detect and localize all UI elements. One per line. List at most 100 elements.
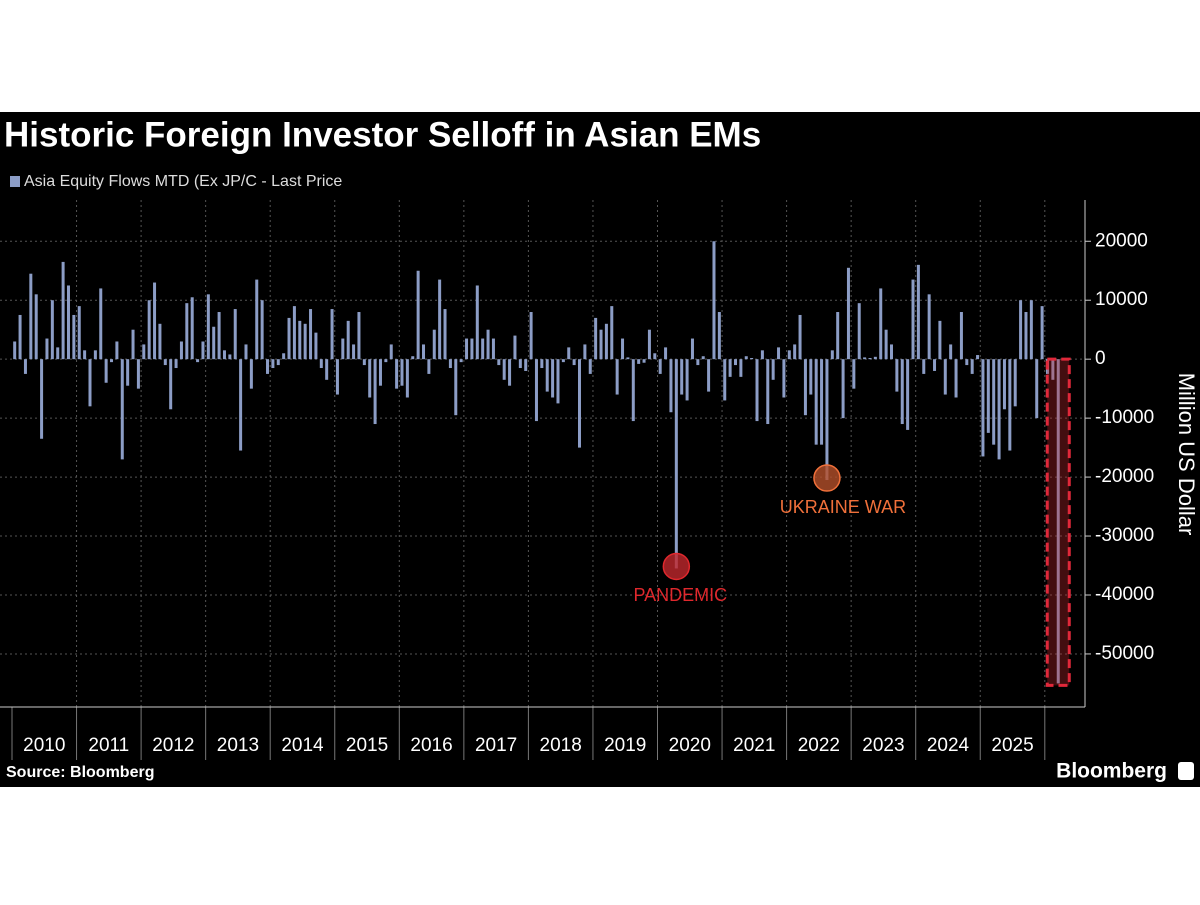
bar (906, 359, 910, 430)
bar (330, 309, 334, 360)
y-tick-label: -10000 (1095, 407, 1154, 428)
bar (766, 359, 770, 425)
bar (190, 297, 194, 360)
panel (0, 112, 1200, 787)
bar (647, 329, 651, 360)
bar (540, 359, 544, 369)
x-tick-label: 2010 (23, 735, 65, 756)
bar (201, 341, 205, 360)
bar (335, 359, 339, 395)
bar (583, 344, 587, 360)
bar (798, 314, 802, 360)
bar (179, 341, 183, 360)
bar (524, 359, 528, 371)
bar (696, 359, 700, 366)
y-tick-label: -50000 (1095, 643, 1154, 664)
bar (938, 320, 942, 360)
bar (933, 359, 937, 371)
bar (674, 359, 678, 569)
bar (23, 359, 27, 374)
bar (276, 359, 280, 366)
bar (868, 357, 872, 360)
bar (976, 355, 980, 360)
x-tick-label: 2017 (475, 735, 517, 756)
bar (712, 241, 716, 360)
bar (405, 359, 409, 398)
bar (368, 359, 372, 398)
bar (185, 303, 189, 360)
bar (626, 357, 630, 360)
bar (136, 359, 140, 389)
bar (895, 359, 899, 392)
bar (427, 359, 431, 374)
bar (911, 279, 915, 360)
bar (497, 359, 501, 366)
bar (292, 306, 296, 360)
bar (13, 341, 17, 360)
bar (664, 347, 668, 360)
bar (949, 344, 953, 360)
bar (970, 359, 974, 374)
bar (309, 309, 313, 360)
bar (448, 359, 452, 369)
bar (491, 338, 495, 360)
bar (389, 344, 393, 360)
bar (217, 312, 221, 360)
bar (411, 356, 415, 360)
bar (373, 359, 377, 425)
bar (18, 314, 22, 360)
bar (115, 341, 119, 360)
brand: Bloomberg (1056, 760, 1167, 783)
bar (707, 359, 711, 392)
bar (534, 359, 538, 422)
bar (454, 359, 458, 416)
bar (362, 359, 366, 366)
bar (61, 261, 65, 360)
bar (556, 359, 560, 404)
bar (615, 359, 619, 395)
x-tick-label: 2016 (410, 735, 452, 756)
bar (502, 359, 506, 380)
bar (809, 359, 813, 395)
y-tick-label: 10000 (1095, 289, 1148, 310)
bar (717, 312, 721, 360)
bar (384, 359, 388, 363)
x-tick-label: 2022 (798, 735, 840, 756)
bar (637, 359, 641, 364)
legend-swatch (10, 176, 20, 187)
bar (298, 320, 302, 360)
bar (820, 359, 824, 445)
bar (922, 359, 926, 374)
x-tick-label: 2011 (88, 735, 129, 756)
x-tick-label: 2024 (927, 735, 970, 756)
bar (884, 329, 888, 360)
bar (1035, 359, 1039, 419)
x-tick-label: 2019 (604, 735, 646, 756)
bar (266, 359, 270, 374)
bar (378, 359, 382, 386)
y-tick-label: -20000 (1095, 466, 1154, 487)
bar (992, 359, 996, 445)
bar (814, 359, 818, 445)
bar (513, 335, 517, 360)
bar (825, 359, 829, 481)
bar (153, 282, 157, 360)
bar (120, 359, 124, 460)
bar (916, 264, 920, 360)
bar (255, 279, 259, 360)
y-axis-label: Million US Dollar (1174, 373, 1199, 536)
bar (771, 359, 775, 380)
bar (733, 359, 737, 366)
bar (29, 273, 33, 360)
y-tick-label: -30000 (1095, 525, 1154, 546)
bar (432, 329, 436, 360)
x-tick-label: 2020 (669, 735, 711, 756)
bar (685, 359, 689, 401)
bar (621, 338, 625, 360)
bar (244, 344, 248, 360)
bar (319, 359, 323, 369)
bar (287, 317, 291, 360)
bar (314, 332, 318, 360)
bar (459, 359, 463, 363)
